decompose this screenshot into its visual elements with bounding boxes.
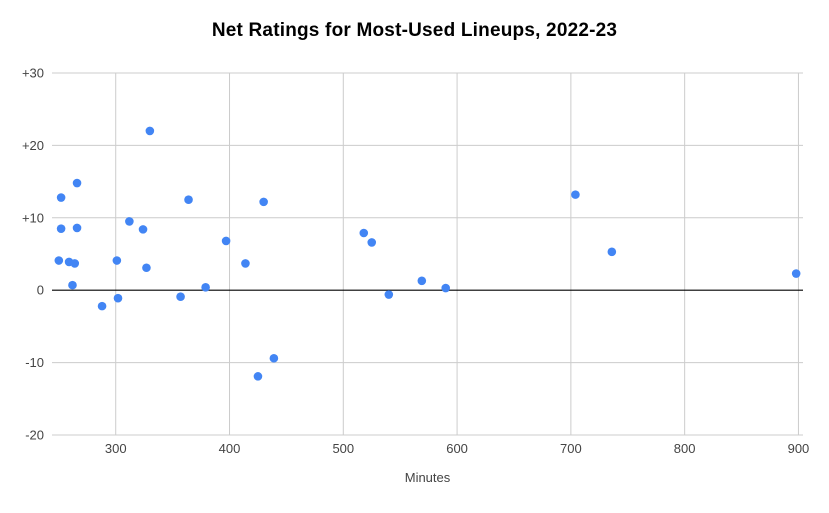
data-point bbox=[221, 236, 231, 246]
x-tick-label: 300 bbox=[105, 441, 127, 456]
x-tick-label: 400 bbox=[219, 441, 241, 456]
data-point bbox=[113, 293, 123, 303]
data-point bbox=[571, 190, 580, 199]
data-point bbox=[791, 269, 801, 278]
data-point bbox=[201, 283, 210, 292]
data-point bbox=[72, 178, 82, 188]
y-tick-label: 0 bbox=[37, 283, 44, 298]
data-point bbox=[253, 372, 263, 381]
x-tick-label: 700 bbox=[560, 441, 582, 456]
data-point bbox=[441, 283, 451, 293]
data-point bbox=[56, 224, 66, 233]
data-point bbox=[54, 256, 64, 265]
data-point bbox=[72, 223, 82, 233]
data-point bbox=[184, 195, 193, 204]
y-tick-label: +30 bbox=[22, 66, 44, 81]
data-point bbox=[112, 256, 122, 265]
x-tick-label: 900 bbox=[788, 441, 810, 456]
chart-title: Net Ratings for Most-Used Lineups, 2022-… bbox=[211, 20, 618, 41]
y-tick-label: +10 bbox=[22, 210, 44, 225]
data-point bbox=[176, 292, 185, 302]
data-point bbox=[70, 259, 80, 268]
y-tick-label: -20 bbox=[25, 428, 44, 443]
x-tick-label: 800 bbox=[674, 441, 696, 456]
data-point bbox=[259, 197, 268, 207]
data-point bbox=[56, 193, 66, 202]
data-point bbox=[359, 228, 369, 238]
data-point bbox=[367, 238, 377, 247]
y-tick-label: -10 bbox=[25, 355, 44, 370]
data-point bbox=[384, 290, 394, 299]
x-tick-label: 500 bbox=[332, 441, 354, 456]
x-axis-title: Minutes bbox=[404, 470, 451, 485]
data-point bbox=[607, 247, 617, 257]
data-point bbox=[97, 301, 107, 311]
data-point bbox=[417, 276, 427, 286]
data-point bbox=[138, 225, 148, 234]
data-point bbox=[125, 217, 134, 226]
data-point bbox=[269, 353, 279, 363]
data-point bbox=[68, 280, 77, 290]
data-point bbox=[241, 259, 250, 268]
data-point bbox=[145, 126, 155, 136]
data-point bbox=[142, 263, 151, 273]
x-tick-label: 600 bbox=[446, 441, 468, 456]
y-tick-label: +20 bbox=[22, 138, 44, 153]
